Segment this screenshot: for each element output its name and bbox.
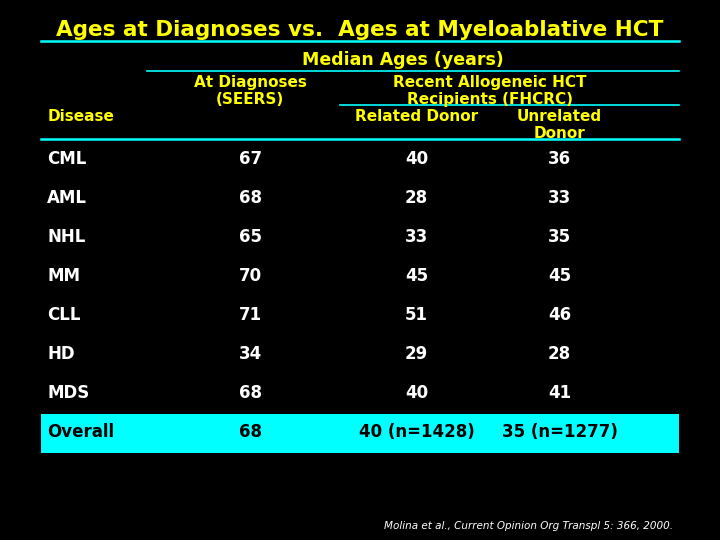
Text: Ages at Diagnoses vs.  Ages at Myeloablative HCT: Ages at Diagnoses vs. Ages at Myeloablat… — [56, 20, 664, 40]
Text: Recent Allogeneic HCT
Recipients (FHCRC): Recent Allogeneic HCT Recipients (FHCRC) — [393, 75, 586, 107]
Text: 71: 71 — [239, 306, 262, 324]
Text: MM: MM — [48, 267, 81, 285]
Text: 67: 67 — [239, 150, 262, 168]
Text: 28: 28 — [548, 345, 571, 363]
Text: AML: AML — [48, 189, 87, 207]
Text: 65: 65 — [239, 228, 262, 246]
Text: CML: CML — [48, 150, 87, 168]
Text: 41: 41 — [548, 384, 571, 402]
Text: 34: 34 — [238, 345, 262, 363]
Text: MDS: MDS — [48, 384, 90, 402]
Text: 33: 33 — [548, 189, 571, 207]
Text: 40 (n=1428): 40 (n=1428) — [359, 423, 474, 441]
Text: 40: 40 — [405, 384, 428, 402]
Text: Related Donor: Related Donor — [355, 109, 478, 124]
Text: 29: 29 — [405, 345, 428, 363]
Text: 28: 28 — [405, 189, 428, 207]
Text: 45: 45 — [548, 267, 571, 285]
Text: 70: 70 — [239, 267, 262, 285]
Text: 68: 68 — [239, 423, 262, 441]
Text: 45: 45 — [405, 267, 428, 285]
Text: 68: 68 — [239, 384, 262, 402]
Text: Disease: Disease — [48, 109, 114, 124]
Text: 68: 68 — [239, 189, 262, 207]
Text: CLL: CLL — [48, 306, 81, 324]
Text: 35: 35 — [548, 228, 571, 246]
Text: HD: HD — [48, 345, 75, 363]
Text: 33: 33 — [405, 228, 428, 246]
FancyBboxPatch shape — [41, 414, 679, 453]
Text: NHL: NHL — [48, 228, 86, 246]
Text: 51: 51 — [405, 306, 428, 324]
Text: Molina et al., Current Opinion Org Transpl 5: 366, 2000.: Molina et al., Current Opinion Org Trans… — [384, 521, 672, 531]
Text: At Diagnoses
(SEERS): At Diagnoses (SEERS) — [194, 75, 307, 107]
Text: Overall: Overall — [48, 423, 114, 441]
Text: Median Ages (years): Median Ages (years) — [302, 51, 504, 69]
Text: 36: 36 — [548, 150, 571, 168]
Text: 35 (n=1277): 35 (n=1277) — [502, 423, 618, 441]
Text: 40: 40 — [405, 150, 428, 168]
Text: Unrelated
Donor: Unrelated Donor — [517, 109, 602, 141]
Text: 46: 46 — [548, 306, 571, 324]
